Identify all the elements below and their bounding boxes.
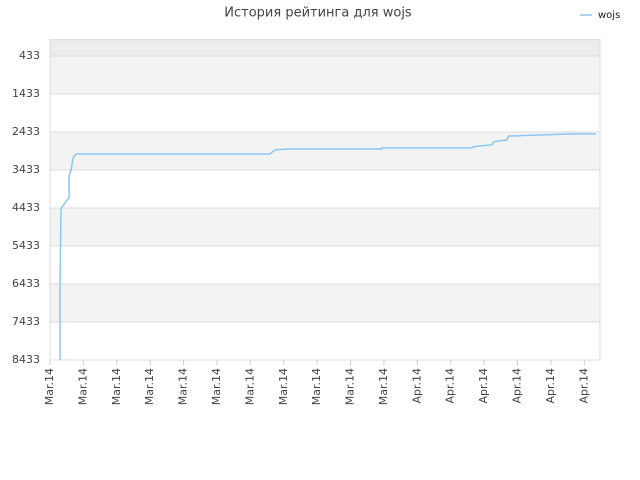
x-tick-label: Mar.14 xyxy=(43,368,56,405)
band xyxy=(50,94,600,133)
x-tick-label: Mar.14 xyxy=(76,368,89,405)
band xyxy=(50,284,600,323)
y-tick-label: 7433 xyxy=(12,315,40,328)
y-tick-label: 1433 xyxy=(12,87,40,100)
band xyxy=(50,39,600,57)
band xyxy=(50,322,600,360)
x-tick-label: Mar.14 xyxy=(210,368,223,405)
y-tick-label: 3433 xyxy=(12,163,40,176)
x-tick-label: Apr.14 xyxy=(444,368,457,404)
x-tick-label: Apr.14 xyxy=(511,368,524,404)
y-tick-label: 433 xyxy=(19,49,40,62)
band xyxy=(50,246,600,285)
y-tick-label: 4433 xyxy=(12,201,40,214)
chart-title: История рейтинга для wojs xyxy=(224,6,412,21)
x-tick-label: Mar.14 xyxy=(177,368,190,405)
legend-label: wojs xyxy=(598,10,620,21)
x-tick-label: Mar.14 xyxy=(310,368,323,405)
x-tick-label: Mar.14 xyxy=(110,368,123,405)
y-tick-label: 2433 xyxy=(12,125,40,138)
band xyxy=(50,208,600,247)
y-tick-label: 6433 xyxy=(12,277,40,290)
plot-border xyxy=(49,39,601,361)
x-tick-label: Mar.14 xyxy=(344,368,357,405)
rating-line xyxy=(59,133,596,360)
x-tick-label: Apr.14 xyxy=(410,368,423,404)
x-tick-label: Apr.14 xyxy=(477,368,490,404)
x-tick-label: Mar.14 xyxy=(243,368,256,405)
band xyxy=(50,132,600,171)
x-tick-label: Mar.14 xyxy=(143,368,156,405)
x-tick-label: Mar.14 xyxy=(377,368,390,405)
x-tick-label: Apr.14 xyxy=(544,368,557,404)
y-tick-label: 8433 xyxy=(12,353,40,366)
x-tick-label: Mar.14 xyxy=(277,368,290,405)
band xyxy=(50,56,600,95)
y-tick-label: 5433 xyxy=(12,239,40,252)
band xyxy=(50,170,600,209)
x-tick-label: Apr.14 xyxy=(577,368,590,404)
